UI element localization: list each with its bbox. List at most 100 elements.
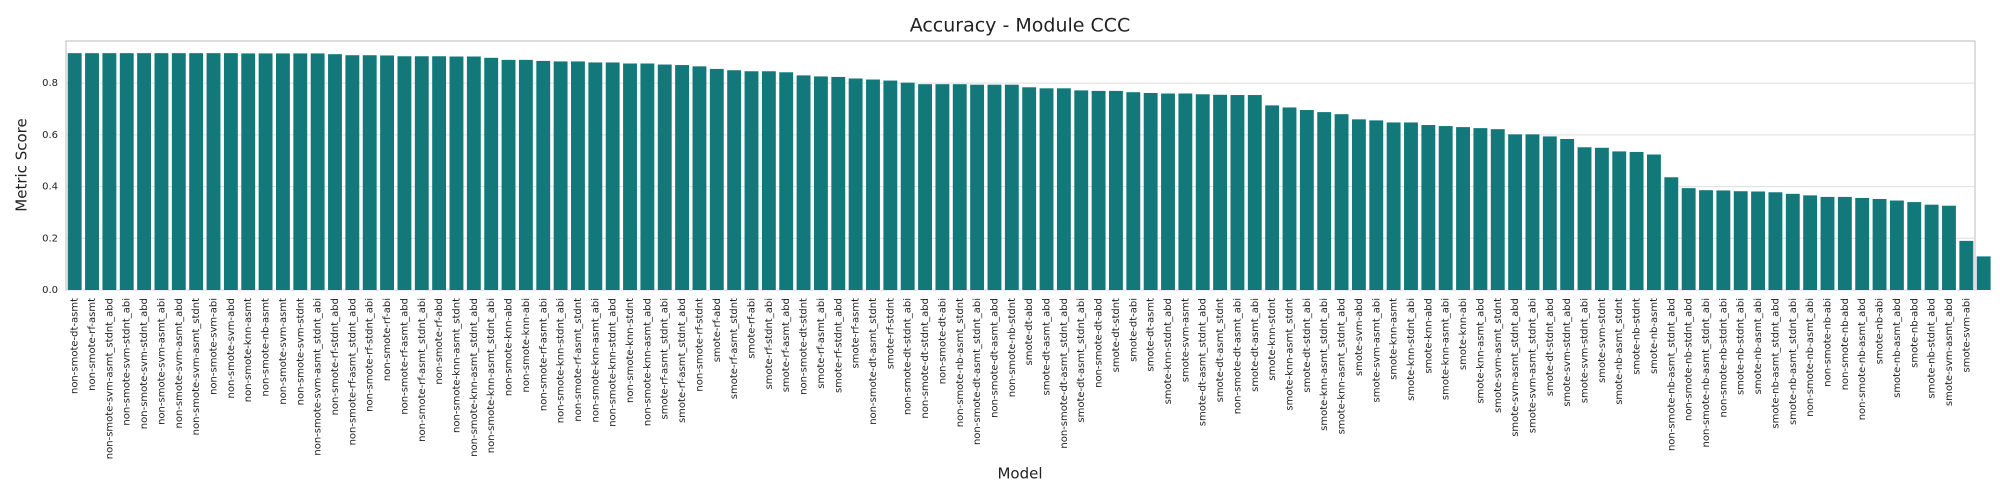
bar (1820, 196, 1835, 290)
x-tick-label: non-smote-rf-abd (434, 298, 445, 385)
bar (1924, 204, 1939, 290)
bar (675, 65, 690, 291)
bar (1369, 120, 1384, 290)
x-tick-label: smote-dt-asmt_abi (1250, 298, 1261, 392)
bar (1109, 90, 1123, 290)
bar (796, 75, 811, 290)
y-tick-label: 0.6 (42, 130, 58, 141)
x-tick-label: smote-knn-asmt_abi (1441, 298, 1452, 400)
bar (1022, 87, 1037, 291)
bar (588, 62, 603, 290)
bar (1247, 95, 1262, 290)
bar (1612, 151, 1627, 290)
x-tick-label: smote-knn-asmt_stdnt (1284, 298, 1295, 411)
bar (900, 82, 915, 291)
bar (328, 54, 342, 290)
bar (1646, 154, 1661, 290)
x-tick-label: smote-rf-abd (712, 298, 723, 362)
x-tick-label: non-smote-dt-asmt_abd (989, 298, 1000, 418)
x-tick-label: non-smote-rf-abi (382, 298, 393, 381)
x-tick-label: smote-knn-asmt (1389, 298, 1400, 380)
x-tick-label: smote-rf-stdnt_abd (833, 298, 844, 393)
bar (223, 53, 238, 290)
bar (1976, 256, 1991, 290)
bar (484, 57, 499, 290)
bar (345, 55, 360, 290)
x-tick-label: smote-nb-abi (1875, 298, 1886, 364)
x-tick-label: smote-svm-abi (1961, 298, 1972, 372)
x-tick-label: smote-dt-asmt_stdnt_abd (1198, 298, 1209, 426)
x-tick-label: non-smote-knn-abi (521, 298, 532, 392)
x-tick-label: non-smote-dt-abi (937, 298, 948, 384)
bar (362, 55, 377, 290)
x-tick-label: non-smote-nb-abi (1822, 298, 1833, 387)
x-tick-label: non-smote-rf-stdnt_abi (365, 298, 376, 412)
bar (1299, 110, 1314, 290)
x-tick-label: smote-nb-asmt_abi (1753, 298, 1764, 394)
bar (553, 61, 568, 291)
bar (1126, 92, 1141, 290)
bar (1733, 191, 1748, 290)
x-tick-label: non-smote-rf-asmt_abd (399, 298, 410, 415)
bar (85, 53, 99, 290)
x-tick-label: non-smote-rf-stdnt (694, 298, 705, 392)
x-tick-label: non-smote-dt-stdnt_abd (920, 298, 931, 419)
x-tick-label: non-smote-svm-asmt_stdnt_abi (313, 298, 324, 456)
bar (1195, 94, 1210, 290)
x-tick-label: non-smote-rf-stdnt_abd (330, 298, 341, 415)
bar (1282, 107, 1297, 290)
bar (1421, 125, 1436, 290)
bar (258, 53, 273, 290)
x-tick-label: non-smote-svm-asmt_abi (156, 298, 167, 425)
x-tick-label: non-smote-nb-abd (1840, 298, 1851, 390)
x-tick-label: non-smote-dt-asmt_stdnt_abi (972, 298, 983, 445)
x-tick-label: non-smote-rf-asmt_abi (538, 298, 549, 411)
x-tick-label: smote-svm-asmt_abd (1944, 298, 1955, 406)
bar (987, 84, 1002, 291)
bar (1751, 191, 1766, 290)
bar (1143, 92, 1158, 291)
bar (154, 53, 169, 290)
x-tick-label: non-smote-dt-asmt_stdnt (868, 298, 879, 425)
x-tick-label: smote-svm-asmt (1180, 298, 1191, 382)
bar (137, 53, 152, 290)
bar (241, 53, 256, 290)
x-tick-label: non-smote-nb-asmt_abd (1857, 298, 1868, 420)
bar (1438, 126, 1453, 290)
x-tick-label: smote-dt-asmt (1146, 298, 1157, 372)
y-axis-label: Metric Score (13, 118, 31, 211)
x-tick-label: non-smote-knn-asmt_abi (590, 298, 601, 422)
bar (206, 53, 221, 290)
x-tick-label: smote-dt-abi (1128, 298, 1139, 362)
x-tick-label: non-smote-knn-stdnt_abd (608, 298, 619, 427)
x-tick-label: non-smote-knn-asmt_stdnt (451, 298, 462, 433)
bar (1681, 188, 1696, 290)
x-tick-label: smote-rf-asmt_stdnt (729, 298, 740, 399)
bar (501, 59, 516, 290)
bar (1490, 129, 1505, 290)
x-tick-label: smote-nb-stdnt_abi (1736, 298, 1747, 395)
x-tick-label: non-smote-nb-stdnt_abi (1718, 298, 1729, 417)
x-tick-label: non-smote-nb-stdnt_abd (1684, 298, 1695, 421)
bar (1265, 105, 1280, 290)
x-tick-label: smote-svm-asmt_stdnt (1493, 298, 1504, 413)
bar (380, 55, 395, 290)
y-tick-label: 0.4 (42, 182, 58, 193)
x-axis-label: Model (997, 465, 1042, 483)
x-tick-label: non-smote-knn-stdnt (625, 298, 636, 403)
x-tick-label: non-smote-nb-asmt (261, 298, 272, 397)
bar (1785, 193, 1800, 290)
x-tick-label: non-smote-knn-stdnt_abi (556, 298, 567, 423)
x-tick-label: smote-rf-abi (747, 298, 758, 359)
x-tick-label: smote-svm-asmt_stdnt_abi (1527, 298, 1538, 433)
x-tick-label: non-smote-nb-asmt_stdnt (955, 298, 966, 427)
bar (1404, 122, 1418, 290)
bar (397, 56, 412, 291)
bar (293, 53, 308, 290)
x-tick-label: smote-rf-stdnt_abi (764, 298, 775, 389)
bar (1386, 122, 1401, 290)
bar (1542, 136, 1557, 290)
bar (1872, 198, 1887, 290)
bar (727, 70, 742, 290)
